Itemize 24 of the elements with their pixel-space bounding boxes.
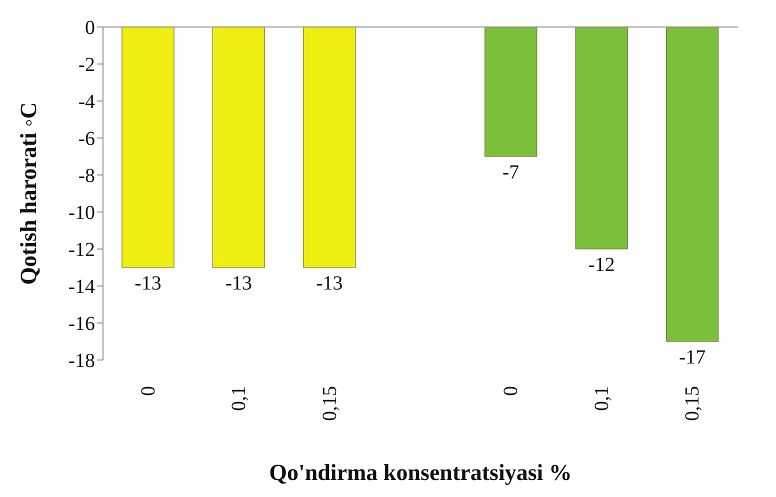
y-tick-label: -6 [78, 128, 95, 150]
x-tick-label: 0,1 [228, 386, 250, 411]
x-tick-label: 0,1 [590, 386, 613, 411]
x-tick-label: 0 [137, 386, 160, 396]
data-label: -17 [678, 346, 706, 368]
y-tick-label: -2 [78, 54, 95, 76]
y-tick-label: -12 [68, 239, 95, 262]
x-tick-label: 0,15 [682, 386, 704, 421]
data-label: -13 [225, 272, 252, 294]
y-axis-title: Qotish harorati ◦C [16, 102, 42, 285]
data-label: -12 [588, 254, 615, 276]
y-tick-label: 0 [85, 17, 95, 40]
data-label: -13 [316, 272, 343, 294]
y-tick-label: -4 [78, 91, 95, 114]
x-tick-label: 0,15 [318, 386, 341, 421]
y-tick-label: -18 [68, 350, 95, 372]
data-label: -13 [134, 272, 162, 294]
y-tick-label: -10 [68, 202, 95, 224]
y-tick-label: -16 [68, 313, 95, 336]
x-axis-title: Qo'ndirma konsentratsiyasi % [269, 460, 572, 485]
data-label: -7 [502, 162, 520, 184]
x-tick-label: 0 [500, 386, 522, 396]
y-tick-label: -8 [78, 165, 95, 188]
y-tick-label: -14 [68, 276, 95, 298]
